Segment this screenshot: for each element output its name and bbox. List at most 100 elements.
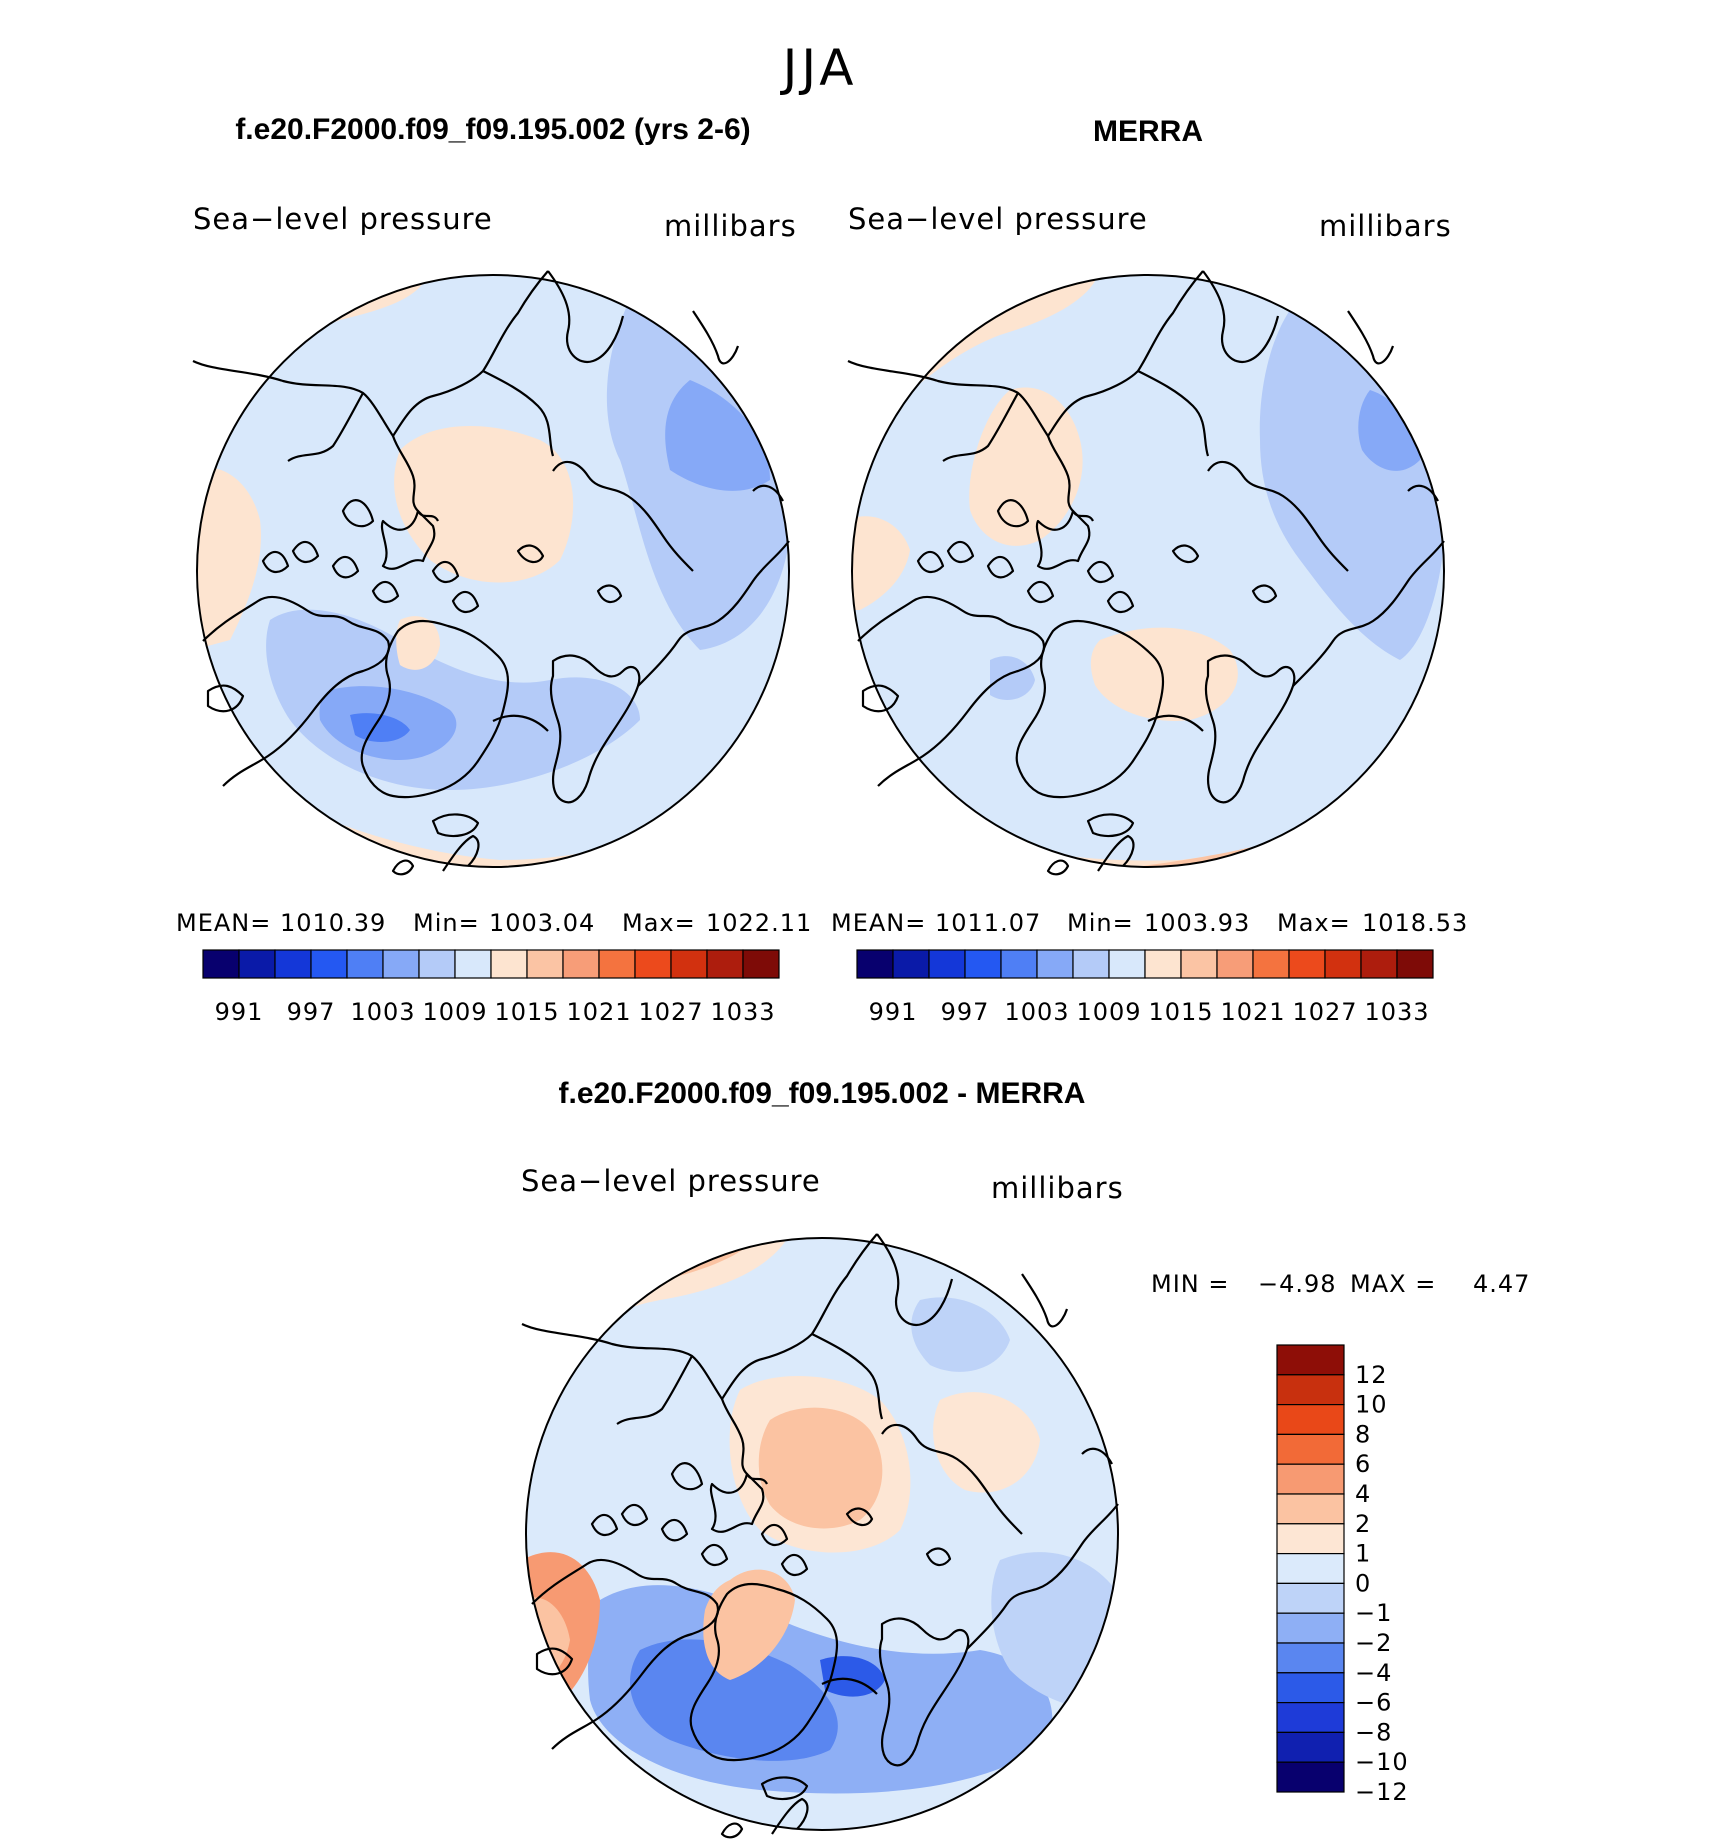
colorbar-obs-swatch — [1000, 949, 1038, 979]
colorbar-model-swatch — [490, 949, 528, 979]
colorbar-obs-swatch — [1036, 949, 1074, 979]
panel-obs-variable: Sea−level pressure — [848, 202, 1148, 236]
panel-obs-units: millibars — [1319, 209, 1452, 243]
colorbar-obs-tick-label: 1033 — [1364, 998, 1429, 1026]
colorbar-obs-tick-label: 1003 — [1004, 998, 1069, 1026]
colorbar-model-swatch — [454, 949, 492, 979]
colorbar-diff-tick-label: −2 — [1355, 1629, 1392, 1657]
colorbar-diff-tick-label: −10 — [1355, 1748, 1409, 1776]
colorbar-obs-swatch — [1180, 949, 1218, 979]
panel-model-title: f.e20.F2000.f09_f09.195.002 (yrs 2-6) — [235, 113, 750, 146]
colorbar-obs-swatch — [1324, 949, 1362, 979]
colorbar-diff-tick-label: 12 — [1355, 1361, 1388, 1389]
colorbar-obs-swatch — [1216, 949, 1254, 979]
colorbar-model-tick-label: 1009 — [422, 998, 487, 1026]
obs-mean-value: 1011.07 — [935, 909, 1041, 937]
colorbar-model-swatch — [634, 949, 672, 979]
colorbar-model-swatch — [238, 949, 276, 979]
diff-max-label: MAX = — [1350, 1270, 1436, 1298]
colorbar-diff-swatch — [1276, 1642, 1345, 1674]
colorbar-diff-tick-label: 6 — [1355, 1450, 1371, 1478]
model-mean-label: MEAN= — [176, 909, 271, 937]
panel-obs-title: MERRA — [1093, 115, 1203, 148]
colorbar-diff-swatch — [1276, 1612, 1345, 1644]
colorbar-diff-tick-label: 8 — [1355, 1420, 1371, 1448]
obs-max-label: Max= — [1277, 909, 1351, 937]
page-title: JJA — [780, 39, 858, 97]
colorbar-model-swatch — [310, 949, 348, 979]
colorbar-diff-tick-label: 10 — [1355, 1391, 1388, 1419]
colorbar-diff-swatch — [1276, 1761, 1345, 1793]
panel-obs-stats: MEAN= 1011.07 Min= 1003.93 Max= 1018.53 — [831, 909, 1468, 937]
colorbar-model-swatch — [598, 949, 636, 979]
colorbar-diff-tick-label: −12 — [1355, 1778, 1409, 1806]
colorbar-diff-swatch — [1276, 1582, 1345, 1614]
colorbar-obs-swatch — [1072, 949, 1110, 979]
model-min-value: 1003.04 — [489, 909, 595, 937]
colorbar-diff-tick-label: −4 — [1355, 1659, 1392, 1687]
colorbar-model-swatch — [274, 949, 312, 979]
colorbar-obs-tick-label: 1009 — [1076, 998, 1141, 1026]
panel-model-units: millibars — [664, 209, 797, 243]
colorbar-obs-swatch — [1360, 949, 1398, 979]
colorbar-diff-tick-label: 2 — [1355, 1510, 1371, 1538]
map-obs — [846, 269, 1446, 876]
colorbar-model-swatch — [670, 949, 708, 979]
colorbar-diff-swatch — [1276, 1344, 1345, 1376]
colorbar-diff-tick-label: −8 — [1355, 1718, 1392, 1746]
colorbar-diff-tick-label: −6 — [1355, 1689, 1392, 1717]
colorbar-diff-swatch — [1276, 1701, 1345, 1733]
colorbar-diff-swatch — [1276, 1672, 1345, 1704]
colorbar-obs-tick-label: 1021 — [1220, 998, 1285, 1026]
colorbar-obs-tick-label: 1015 — [1148, 998, 1213, 1026]
model-min-label: Min= — [413, 909, 480, 937]
panel-model-stats: MEAN= 1010.39 Min= 1003.04 Max= 1022.11 — [176, 909, 811, 937]
colorbar-obs-swatch — [1144, 949, 1182, 979]
colorbar-obs-tick-label: 991 — [869, 998, 918, 1026]
colorbar-diff-swatch — [1276, 1523, 1345, 1555]
colorbar-diff-swatch — [1276, 1731, 1345, 1763]
colorbar-diff-swatch — [1276, 1493, 1345, 1525]
colorbar-obs-swatch — [1396, 949, 1434, 979]
colorbar-model-tick-label: 1003 — [350, 998, 415, 1026]
panel-diff-title: f.e20.F2000.f09_f09.195.002 - MERRA — [559, 1077, 1086, 1110]
colorbar-obs-swatch — [1252, 949, 1290, 979]
colorbar-model: 991 997 1003 1009 1015 1021 1027 1033 — [202, 949, 780, 1026]
panel-diff-variable: Sea−level pressure — [521, 1164, 821, 1198]
obs-max-value: 1018.53 — [1362, 909, 1468, 937]
panel-model-variable: Sea−level pressure — [193, 202, 493, 236]
colorbar-diff-tick-label: 4 — [1355, 1480, 1371, 1508]
model-max-label: Max= — [622, 909, 696, 937]
obs-min-label: Min= — [1067, 909, 1134, 937]
obs-min-value: 1003.93 — [1144, 909, 1250, 937]
colorbar-model-tick-label: 1015 — [494, 998, 559, 1026]
colorbar-obs-swatch — [1108, 949, 1146, 979]
colorbar-model-tick-label: 991 — [215, 998, 264, 1026]
colorbar-obs-swatch — [964, 949, 1002, 979]
colorbar-obs: 991 997 1003 1009 1015 1021 1027 1033 — [856, 949, 1434, 1026]
panel-diff-stats: MIN = −4.98 MAX = 4.47 — [1151, 1270, 1530, 1298]
diff-max-value: 4.47 — [1473, 1270, 1530, 1298]
colorbar-model-tick-label: 1027 — [638, 998, 703, 1026]
colorbar-diff-swatch — [1276, 1463, 1345, 1495]
diff-min-value: −4.98 — [1258, 1270, 1337, 1298]
colorbar-model-swatch — [526, 949, 564, 979]
colorbar-obs-swatch — [856, 949, 894, 979]
colorbar-model-swatch — [418, 949, 456, 979]
model-mean-value: 1010.39 — [280, 909, 386, 937]
colorbar-obs-swatch — [892, 949, 930, 979]
colorbar-obs-tick-label: 1027 — [1292, 998, 1357, 1026]
colorbar-diff-tick-label: 0 — [1355, 1569, 1371, 1597]
colorbar-model-swatch — [742, 949, 780, 979]
colorbar-model-swatch — [382, 949, 420, 979]
diff-min-label: MIN = — [1151, 1270, 1229, 1298]
colorbar-model-swatch — [202, 949, 240, 979]
colorbar-diff-swatch — [1276, 1552, 1345, 1584]
map-diff — [520, 1232, 1120, 1839]
colorbar-obs-swatch — [1288, 949, 1326, 979]
obs-mean-label: MEAN= — [831, 909, 926, 937]
colorbar-diff-tick-label: −1 — [1355, 1599, 1392, 1627]
colorbar-diff-tick-label: 1 — [1355, 1540, 1371, 1568]
